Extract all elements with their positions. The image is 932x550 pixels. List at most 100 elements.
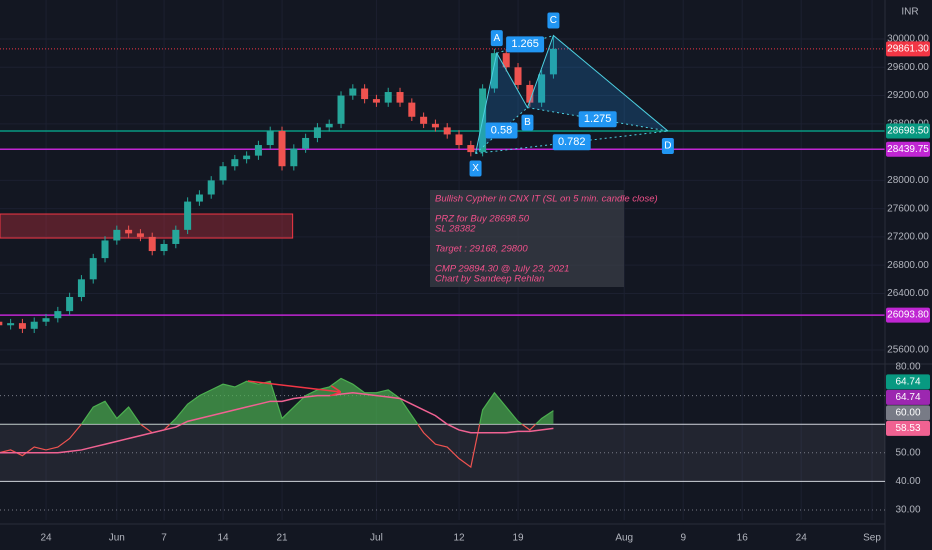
x-tick-label: Jul [370,533,383,544]
ratio-label-bg [578,111,617,128]
y-tick-label: 29600.00 [887,62,929,73]
x-tick-label: Jun [109,533,125,544]
ratio-label: 0.58 [491,124,512,136]
ratio-label-bg [552,134,591,151]
candle-body [219,166,227,181]
point-label: A [493,33,500,44]
point-label-bg [661,138,674,155]
point-label: X [472,163,479,174]
x-tick-label: 9 [680,533,686,544]
note-text: Target : 29168, 29800 [435,244,528,255]
candle-body [30,321,38,329]
x-tick-label: 12 [453,533,465,544]
indicator-label: 58.53 [895,423,920,434]
y-tick-label: 28000.00 [887,175,929,186]
rsi-line [80,377,554,425]
ratio-label-bg [506,36,545,53]
candle-body [443,127,451,135]
note-text: Chart by Sandeep Rehlan [435,274,544,285]
indicator-label: 64.74 [895,392,920,403]
candle-body [42,318,50,322]
x-tick-label: 14 [217,533,229,544]
y-tick-label: 80.00 [895,362,920,373]
note-text: SL 28382 [435,224,476,235]
x-tick-label: 19 [512,533,524,544]
candle-body [160,243,168,252]
level-label: 26093.80 [887,310,929,321]
note-text: Bullish Cypher in CNX IT (SL on 5 min. c… [435,194,658,205]
indicator-label-bg [886,389,930,405]
pattern-fill [527,35,668,132]
y-tick-label: 30000.00 [887,34,929,45]
candle-body [278,130,286,167]
level-label-bg [886,123,930,139]
ratio-line [475,107,528,154]
level-label-bg [886,141,930,157]
last-price-label: 29861.30 [887,43,929,54]
zone [0,213,294,239]
ratio-label-bg [485,122,518,139]
indicator-label-bg [886,420,930,436]
x-tick-label: 21 [276,533,288,544]
rsi-area [0,378,554,425]
x-tick-label: 7 [161,533,167,544]
candle-body [420,116,428,124]
candle-body [325,123,333,128]
ratio-label: 1.275 [584,113,612,125]
point-label: B [524,117,531,128]
candle-body [66,296,74,312]
point-label-bg [521,114,534,131]
level-label: 28439.75 [887,144,929,155]
y-tick-label: 40.00 [895,476,920,487]
note-text: CMP 29894.30 @ July 23, 2021 [435,264,569,275]
candle-body [538,74,546,103]
candle-body [514,67,522,85]
point-label-bg [547,12,560,29]
x-tick-label: Sep [863,533,881,544]
trendline [247,380,340,392]
point-label: D [664,141,671,152]
candle-body [254,145,262,156]
x-tick-label: 24 [796,533,808,544]
indicator-label-bg [886,374,930,390]
candle-body [526,84,534,103]
candle-body [113,229,121,241]
point-label-bg [490,30,503,47]
last-price-label-bg [886,41,930,57]
candle-body [89,258,97,280]
y-tick-label: 30.00 [895,505,920,516]
candle-body [396,92,404,103]
candle-body [431,123,439,128]
point-label-bg [469,160,482,177]
candle-body [207,180,215,195]
note-box [430,190,624,287]
candle-body [384,92,392,103]
candle-body [77,279,85,297]
candle-body [455,134,463,146]
candle-body [101,240,109,259]
candle-body [172,229,180,244]
candle-body [361,88,369,100]
x-tick-label: 24 [40,533,52,544]
candle-body [125,229,133,234]
candle-body [0,321,3,326]
candle-body [148,236,156,252]
candle-body [290,148,298,167]
point-label: C [550,15,557,26]
y-tick-label: 29200.00 [887,90,929,101]
rsi-ma-line [0,391,554,454]
currency: INR [901,7,918,18]
note-text: PRZ for Buy 28698.50 [435,214,530,225]
candle-body [302,137,310,149]
candle-body [467,145,475,153]
y-tick-label: 27600.00 [887,203,929,214]
level-label-bg [886,307,930,323]
candle-body [408,102,416,117]
candle-body [184,201,192,230]
plot-area: 0.58 1.265 1.275 0.782 X A B C D [0,0,885,520]
ratio-label: 0.782 [558,136,586,148]
candle-body [7,323,15,326]
candle-body [231,159,239,167]
candle-body [337,95,345,124]
